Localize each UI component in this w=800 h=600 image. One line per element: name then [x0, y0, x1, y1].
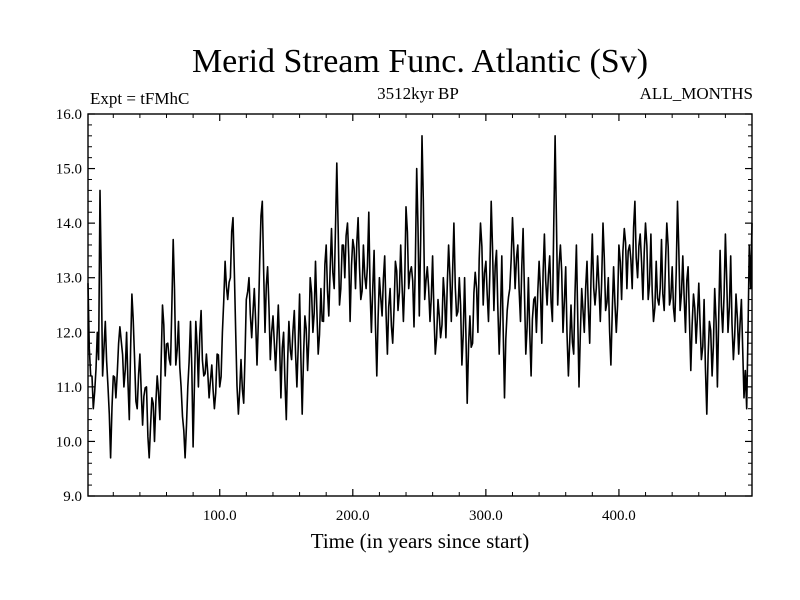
y-tick-label: 9.0 [63, 489, 82, 505]
x-tick-label: 400.0 [602, 508, 636, 524]
y-tick-label: 16.0 [56, 107, 82, 123]
y-tick-label: 14.0 [56, 216, 82, 232]
series-line-amoc [87, 135, 753, 459]
x-axis-label: Time (in years since start) [311, 529, 530, 553]
y-tick-label: 13.0 [56, 271, 82, 287]
chart-title: Merid Stream Func. Atlantic (Sv) [192, 43, 648, 80]
y-axis: 9.0 10.0 11.0 12.0 13.0 14.0 15.0 16.0 [56, 107, 752, 505]
y-tick-label: 12.0 [56, 325, 82, 341]
y-tick-label: 10.0 [56, 434, 82, 450]
x-tick-label: 300.0 [469, 508, 503, 524]
experiment-label: Expt = tFMhC [90, 89, 189, 108]
x-tick-label: 200.0 [336, 508, 370, 524]
y-tick-label: 15.0 [56, 162, 82, 178]
x-tick-label: 100.0 [203, 508, 237, 524]
plot-frame [87, 113, 753, 497]
period-label: 3512kyr BP [377, 84, 459, 103]
months-label: ALL_MONTHS [640, 84, 753, 103]
y-tick-label: 11.0 [56, 380, 82, 396]
